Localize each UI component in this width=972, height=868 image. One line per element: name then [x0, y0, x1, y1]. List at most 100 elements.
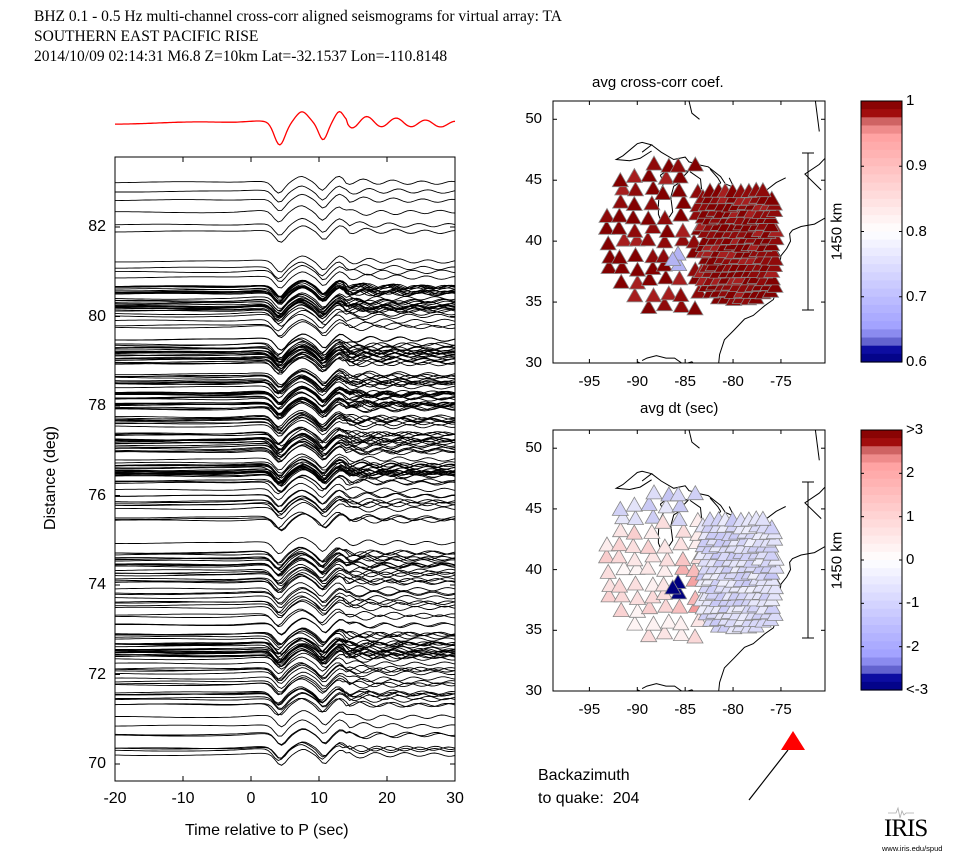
- seismogram-xtick-label: 10: [310, 790, 328, 807]
- coastline: [614, 470, 653, 491]
- station-outlier-triangle-icon: [664, 250, 682, 267]
- station-triangle-icon: [644, 615, 663, 631]
- station-triangle-icon: [763, 519, 781, 535]
- stack-trace: [115, 110, 456, 146]
- station-triangle-icon: [615, 559, 633, 576]
- colorbar-tick-label: 1: [906, 507, 915, 525]
- colorbar-avg-dt: [860, 429, 903, 691]
- map-ytick-label: 40: [525, 560, 542, 578]
- seismogram-trace: [115, 575, 455, 593]
- map-ytick-label: 30: [525, 354, 542, 371]
- colorbar-swatch: [861, 543, 902, 553]
- seismogram-xtick-label: -20: [103, 790, 127, 807]
- colorbar-swatch: [861, 446, 902, 455]
- coastline: [614, 141, 653, 162]
- seismogram-trace: [115, 559, 455, 577]
- backazimuth-value: 204: [612, 790, 640, 807]
- station-triangle-icon: [610, 248, 629, 265]
- seismogram-trace: [115, 271, 455, 289]
- map-avg-dt-frame: [552, 429, 826, 692]
- seismogram-trace: [115, 321, 455, 339]
- station-triangle-icon: [625, 167, 644, 183]
- seismogram-trace: [115, 662, 455, 680]
- station-triangle-icon: [639, 230, 657, 247]
- station-triangle-icon: [610, 577, 629, 593]
- station-triangle-icon: [672, 286, 690, 302]
- backazimuth-label-2: to quake: 204: [538, 790, 639, 808]
- station-triangle-icon: [670, 181, 688, 198]
- seismogram-trace: [115, 349, 455, 367]
- seismogram-trace: [115, 461, 455, 479]
- colorbar-swatch: [861, 288, 902, 298]
- map-ytick-label: 50: [525, 110, 542, 128]
- colorbar-swatch: [861, 109, 902, 118]
- colorbar-swatch: [861, 560, 902, 569]
- station-triangle-icon: [762, 216, 780, 233]
- station-triangle-icon: [655, 624, 674, 640]
- colorbar-swatch: [861, 584, 902, 594]
- station-triangle-icon: [597, 547, 616, 564]
- station-triangle-icon: [612, 273, 630, 289]
- colorbar-swatch: [861, 255, 902, 265]
- map-ytick-label: 50: [525, 439, 542, 457]
- colorbar-tick-label: 0.9: [906, 157, 927, 175]
- seismogram-trace: [115, 637, 455, 655]
- seismogram-trace: [115, 370, 455, 388]
- seismogram-trace: [115, 313, 455, 332]
- seismogram-trace: [115, 346, 455, 365]
- station-triangle-icon: [674, 559, 692, 575]
- station-triangle-icon: [685, 233, 703, 249]
- station-triangle-icon: [654, 184, 672, 201]
- seismogram-trace: [115, 591, 455, 609]
- colorbar-swatch: [861, 462, 902, 472]
- seismogram-trace: [115, 319, 455, 337]
- station-triangle-icon: [611, 193, 630, 209]
- station-triangle-icon: [656, 538, 674, 554]
- seismogram-trace: [115, 298, 455, 317]
- colorbar-swatch: [861, 519, 902, 529]
- station-triangle-icon: [657, 169, 675, 185]
- seismogram-trace: [115, 264, 455, 282]
- station-triangle-icon: [639, 538, 657, 554]
- station-triangle-icon: [645, 484, 663, 500]
- seismogram-trace: [115, 398, 455, 416]
- seismogram-trace: [115, 744, 455, 762]
- station-triangle-icon: [598, 536, 616, 552]
- seismogram-trace: [115, 466, 455, 484]
- seismogram-ytick-label: 74: [88, 576, 106, 593]
- colorbar-swatch: [861, 247, 902, 257]
- seismogram-trace: [115, 697, 455, 716]
- seismogram-trace: [115, 688, 455, 706]
- seismogram-trace: [115, 397, 455, 415]
- seismogram-trace: [115, 575, 455, 594]
- station-triangle-icon: [643, 523, 661, 539]
- seismogram-trace: [115, 299, 455, 317]
- station-triangle-icon: [644, 508, 662, 524]
- iris-logo-url: www.iris.edu/spud: [882, 844, 943, 853]
- colorbar-tick-label: >3: [906, 421, 924, 438]
- station-triangle-icon: [644, 287, 663, 303]
- seismogram-trace: [115, 741, 455, 759]
- colorbar-swatch: [861, 304, 902, 314]
- colorbar-swatch: [861, 149, 902, 159]
- colorbar-swatch: [861, 280, 902, 290]
- station-triangle-icon: [640, 598, 659, 615]
- seismogram-xtick-label: 30: [446, 790, 464, 807]
- map-ytick-label: 35: [525, 621, 542, 639]
- backazimuth-prefix: to quake:: [538, 790, 604, 807]
- seismogram-trace: [115, 569, 455, 587]
- seismogram-trace: [115, 728, 455, 746]
- map-avg-dt-scale-bar: [802, 481, 814, 639]
- station-triangle-icon: [613, 258, 631, 274]
- colorbar-swatch: [861, 141, 902, 151]
- seismogram-trace: [115, 482, 455, 501]
- colorbar-swatch: [861, 430, 902, 439]
- map-cross-corr-stations: [597, 155, 785, 316]
- station-triangle-icon: [656, 209, 674, 225]
- station-triangle-icon: [670, 269, 689, 286]
- colorbar-swatch: [861, 182, 902, 192]
- map-xtick-label: -80: [722, 701, 744, 718]
- seismogram-trace: [115, 495, 455, 513]
- station-triangle-icon: [610, 219, 628, 235]
